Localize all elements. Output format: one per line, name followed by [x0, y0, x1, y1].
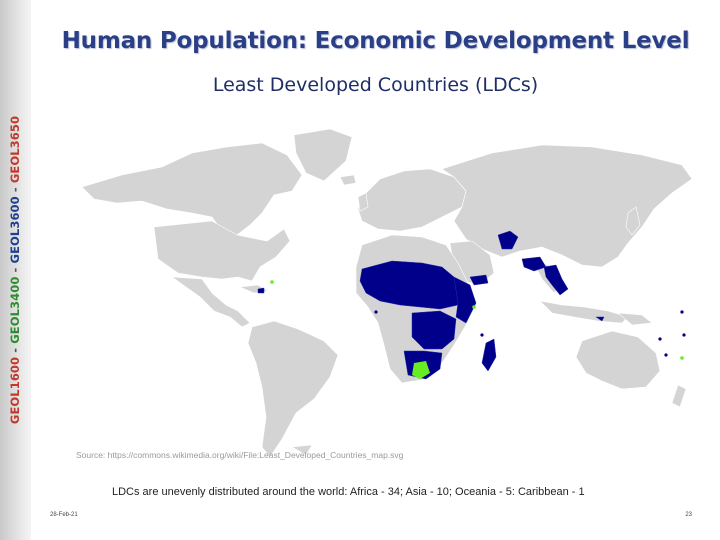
ldc-haiti: [257, 287, 265, 294]
world-map: [62, 117, 702, 463]
course-code-part: GEOL3400: [8, 276, 22, 344]
ldc-dot-sao-tome: [374, 310, 378, 314]
former-ldc-samoa: [680, 356, 684, 360]
ldc-madagascar: [481, 338, 497, 372]
course-code-separator: -: [8, 183, 22, 197]
land-new-zealand: [671, 384, 687, 408]
land-japan: [625, 206, 641, 236]
course-code-part: GEOL3650: [8, 115, 22, 184]
ldc-island-dots: [374, 310, 686, 357]
former-ldc-botswana: [412, 361, 430, 379]
slide-title: Human Population: Economic Development L…: [61, 28, 690, 54]
course-code-part: GEOL1600: [8, 356, 22, 425]
ldc-myanmar-laos-cambodia: [543, 264, 569, 296]
land-europe: [357, 168, 467, 232]
course-code-separator: -: [8, 343, 22, 357]
ldc-dot-kiribati: [680, 310, 684, 314]
course-code-part: GEOL3600: [8, 196, 22, 264]
land-south-america: [247, 320, 339, 458]
ldc-timor: [595, 316, 605, 322]
world-map-svg: [81, 128, 693, 458]
ldc-nepal-bangladesh: [521, 256, 547, 272]
ldc-dot-comoros: [480, 333, 484, 337]
slide-subtitle: Least Developed Countries (LDCs): [212, 74, 539, 96]
ldc-yemen: [469, 274, 489, 286]
former-ldc-cape-verde: [270, 280, 274, 284]
land-australia: [575, 330, 661, 390]
ldc-dot-vanuatu: [664, 353, 668, 357]
course-codes-label: GEOL1600 - GEOL3400 - GEOL3600 - GEOL365…: [8, 116, 22, 424]
land-mexico-central-america: [170, 276, 251, 328]
former-ldc-maldives: [472, 305, 476, 309]
land-indonesia: [539, 300, 629, 324]
slide-date: 28-Feb-21: [50, 512, 78, 518]
ldc-dot-solomon-islands: [658, 337, 662, 341]
ldc-africa-sahel: [359, 260, 463, 310]
ldc-africa-central-east: [411, 310, 457, 350]
land-iceland: [339, 174, 357, 186]
land-greenland: [293, 128, 353, 182]
slide-page-number: 23: [685, 512, 692, 518]
ldc-distribution-caption: LDCs are unevenly distributed around the…: [112, 486, 585, 498]
land-uk: [357, 192, 369, 212]
ldc-afghanistan: [497, 230, 519, 250]
former-ldc-regions: [270, 280, 684, 379]
land-alaska-canada: [81, 142, 303, 236]
map-source-caption: Source: https://commons.wikimedia.org/wi…: [76, 450, 404, 460]
side-bar: GEOL1600 - GEOL3400 - GEOL3600 - GEOL365…: [0, 0, 31, 540]
land-antarctic-fringe: [291, 444, 313, 456]
land-new-guinea: [617, 312, 653, 326]
course-code-separator: -: [8, 263, 22, 277]
ldc-africa-horn: [453, 276, 477, 324]
land-usa: [153, 220, 291, 282]
ldc-dot-tuvalu: [682, 333, 686, 337]
